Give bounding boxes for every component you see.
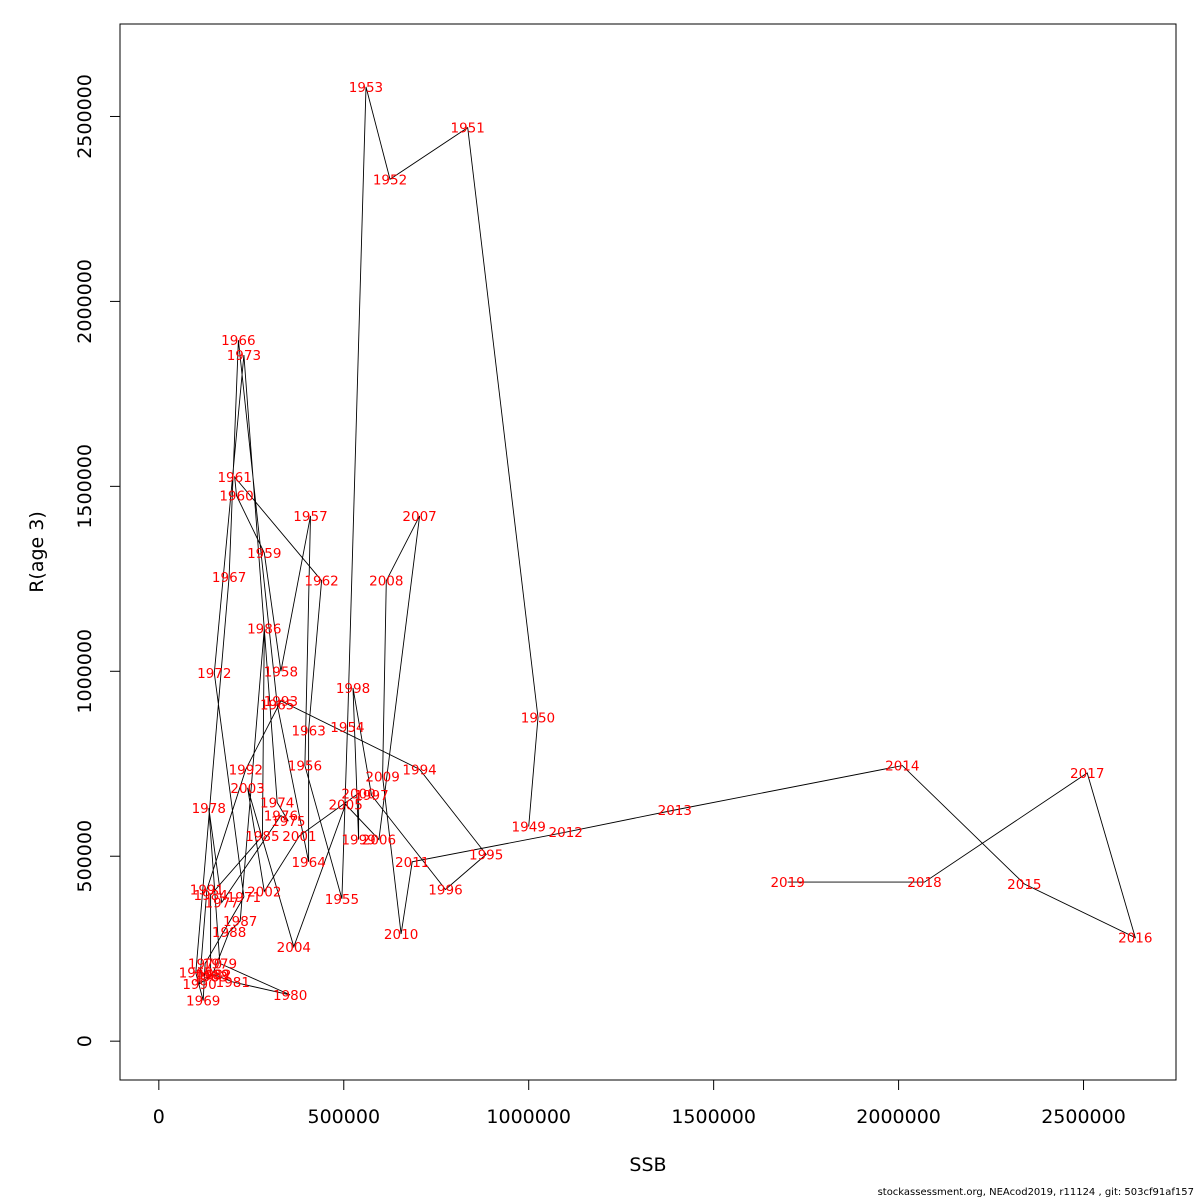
point-label: 1960 [219,489,253,505]
point-label: 1962 [304,574,338,590]
point-label: 2011 [395,855,429,871]
point-label: 1958 [264,664,298,680]
point-label: 1998 [336,681,370,697]
x-tick-label: 1000000 [486,1106,571,1128]
point-label: 2009 [365,770,399,786]
x-axis: 0 500000 1000000 1500000 2000000 2500000 [153,1079,1126,1128]
x-tick-label: 2500000 [1041,1106,1126,1128]
x-tick-label: 0 [153,1106,165,1128]
point-label: 1956 [288,759,322,775]
point-label: 2005 [328,797,362,813]
point-label: 1978 [192,801,226,817]
point-label: 1975 [271,814,305,830]
point-label: 1990 [182,977,216,993]
point-label: 2004 [277,940,311,956]
point-label: 1952 [373,172,407,188]
point-label: 1959 [247,546,281,562]
point-label: 1971 [227,890,261,906]
point-label: 1989 [195,968,229,984]
x-axis-title: SSB [629,1154,666,1176]
point-label: 1964 [291,855,325,871]
point-label: 2013 [658,803,692,819]
point-label: 2018 [907,875,941,891]
point-label: 1994 [402,762,436,778]
point-label: 2003 [230,781,264,797]
point-label: 1963 [291,723,325,739]
point-label-layer: 1949 1950 1951 1952 1953 1954 1955 1956 1957 1958… [179,80,1153,1010]
point-label: 2017 [1070,766,1104,782]
y-tick-label: 1000000 [74,629,96,714]
y-axis-title: R(age 3) [26,511,48,593]
point-label: 1968 [179,966,213,982]
point-label: 2014 [885,759,919,775]
series-line [195,86,1137,1001]
x-tick-label: 1500000 [671,1106,756,1128]
point-label: 1984 [193,888,227,904]
point-label: 1981 [216,975,250,991]
point-label: 2001 [282,829,316,845]
point-label: 1966 [221,333,255,349]
point-label: 1985 [245,829,279,845]
y-axis: 0 500000 1000000 1500000 2000000 2500000 [74,74,121,1047]
point-label: 1955 [325,892,359,908]
point-label: 1992 [229,762,263,778]
point-label: 2007 [402,509,436,525]
point-label: 2008 [369,574,403,590]
y-tick-label: 0 [74,1035,96,1047]
point-label: 1969 [186,993,220,1009]
point-label: 1996 [428,883,462,899]
point-label: 2019 [770,875,804,891]
point-label: 2012 [549,825,583,841]
point-label: 1953 [349,80,383,96]
point-label: 2010 [384,927,418,943]
point-label: 1977 [205,895,239,911]
point-label: 1980 [273,988,307,1004]
point-label: 1957 [293,509,327,525]
point-label: 2000 [341,786,375,802]
y-tick-label: 2500000 [74,74,96,159]
point-label: 1976 [264,809,298,825]
y-tick-label: 2000000 [74,259,96,344]
x-tick-label: 2000000 [856,1106,941,1128]
x-tick-label: 500000 [308,1106,381,1128]
point-label: 1950 [521,711,555,727]
point-label: 1967 [212,570,246,586]
point-label: 1999 [341,833,375,849]
point-label: 1983 [193,969,227,985]
point-label: 1987 [223,914,257,930]
point-label: 2006 [362,833,396,849]
point-label: 1991 [190,883,224,899]
point-label: 2016 [1118,931,1152,947]
series-layer [195,86,1137,1001]
point-label: 1974 [260,796,294,812]
point-label: 1951 [451,121,485,137]
point-label: 1961 [217,470,251,486]
point-label: 1993 [264,694,298,710]
point-label: 1949 [512,820,546,836]
point-label: 1988 [212,925,246,941]
point-label: 1970 [188,956,222,972]
y-tick-label: 1500000 [74,444,96,529]
point-label: 2015 [1007,877,1041,893]
point-label: 1973 [227,348,261,364]
point-label: 1995 [469,847,503,863]
y-tick-label: 500000 [74,820,96,893]
point-label: 1965 [260,698,294,714]
point-label: 1979 [203,956,237,972]
point-label: 1954 [330,720,364,736]
point-label: 2002 [247,884,281,900]
point-label: 1997 [354,788,388,804]
point-label: 1982 [197,968,231,984]
point-label: 1986 [247,622,281,638]
footer-note: stockassessment.org, NEAcod2019, r11124 … [877,1187,1194,1198]
point-label: 1972 [197,666,231,682]
